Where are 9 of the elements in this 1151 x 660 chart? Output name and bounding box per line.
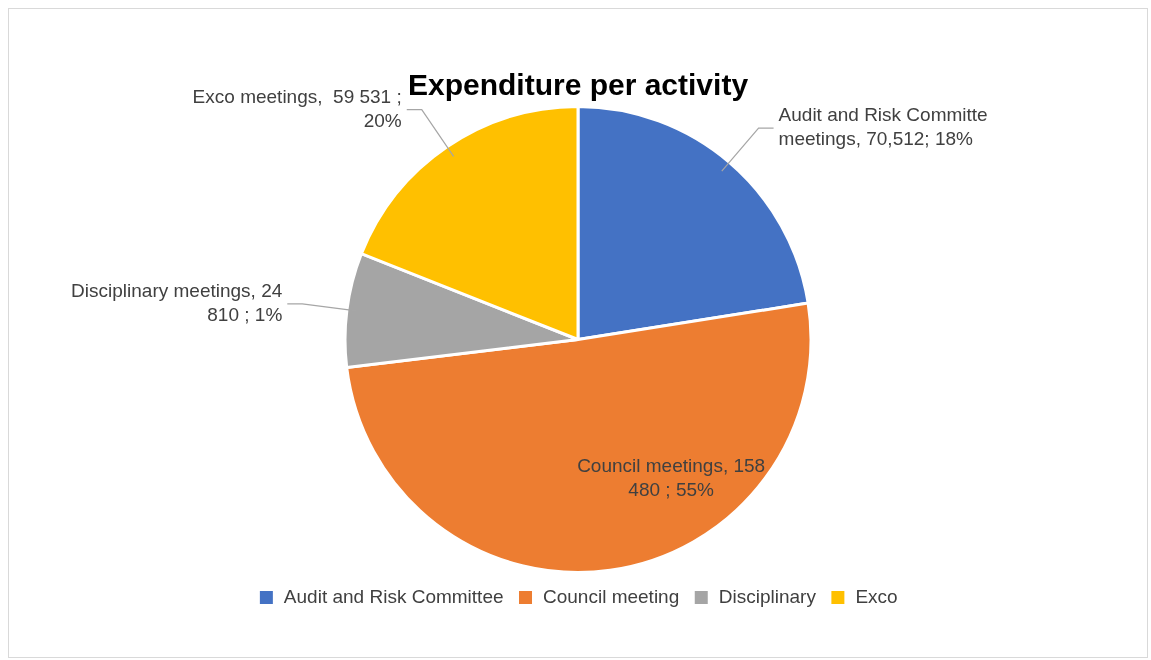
data-label: Disciplinary meetings, 24 810 ; 1% bbox=[71, 280, 283, 326]
chart-title: Expenditure per activity bbox=[407, 68, 749, 102]
legend-label: Audit and Risk Committee bbox=[283, 585, 504, 607]
data-label: Council meetings, 158 480 ; 55% bbox=[577, 455, 766, 501]
legend-label: Exco bbox=[855, 585, 898, 607]
legend-label: Disciplinary bbox=[718, 585, 817, 607]
legend-label: Council meeting bbox=[543, 585, 680, 607]
data-label: Audit and Risk Committe meetings, 70,512; 18% bbox=[778, 104, 988, 150]
data-label: Exco meetings, 59 531 ; 20% bbox=[192, 85, 402, 131]
